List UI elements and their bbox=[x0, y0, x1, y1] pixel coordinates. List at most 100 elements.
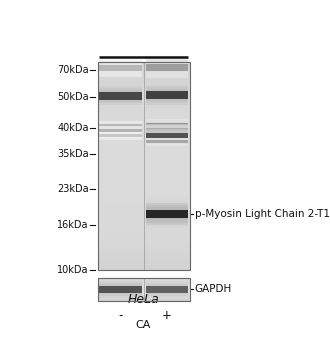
Bar bbox=[146, 125, 188, 134]
Bar bbox=[146, 64, 188, 71]
Bar bbox=[98, 163, 189, 164]
Bar bbox=[98, 257, 189, 258]
Bar bbox=[146, 210, 188, 218]
Bar bbox=[98, 269, 189, 270]
Bar bbox=[98, 138, 189, 139]
Bar bbox=[98, 194, 189, 195]
Bar bbox=[146, 218, 188, 223]
Bar bbox=[98, 207, 189, 208]
Bar bbox=[99, 134, 142, 137]
Bar bbox=[99, 85, 142, 92]
Bar bbox=[98, 177, 189, 178]
Bar bbox=[98, 205, 189, 206]
Bar bbox=[146, 132, 188, 134]
Bar bbox=[98, 295, 189, 296]
Bar bbox=[98, 224, 189, 225]
Bar bbox=[146, 118, 188, 130]
Bar bbox=[98, 77, 189, 78]
Bar bbox=[98, 279, 189, 280]
Bar bbox=[98, 258, 189, 259]
Bar bbox=[146, 126, 188, 127]
Bar bbox=[98, 189, 189, 190]
Bar bbox=[98, 191, 189, 192]
Bar bbox=[146, 131, 188, 133]
Bar bbox=[98, 221, 189, 222]
Bar bbox=[146, 205, 188, 210]
Bar bbox=[98, 131, 189, 132]
Bar bbox=[146, 79, 188, 110]
Bar bbox=[99, 132, 142, 134]
Bar bbox=[99, 120, 142, 131]
Bar bbox=[98, 206, 189, 207]
Bar bbox=[146, 131, 188, 139]
Bar bbox=[98, 104, 189, 105]
Bar bbox=[146, 56, 188, 78]
Bar bbox=[99, 131, 142, 141]
Bar bbox=[98, 127, 189, 128]
Bar bbox=[98, 218, 189, 219]
Bar bbox=[98, 75, 189, 76]
Bar bbox=[98, 284, 189, 285]
Bar bbox=[99, 100, 142, 101]
Bar bbox=[146, 132, 188, 135]
Bar bbox=[146, 60, 188, 64]
Bar bbox=[146, 140, 188, 143]
Bar bbox=[98, 216, 189, 217]
Bar bbox=[98, 247, 189, 248]
Text: HeLa: HeLa bbox=[128, 293, 159, 306]
Bar bbox=[98, 240, 189, 241]
Bar bbox=[99, 71, 142, 74]
Bar bbox=[98, 210, 189, 211]
Bar bbox=[98, 185, 189, 186]
Bar bbox=[146, 82, 188, 107]
Bar bbox=[146, 119, 188, 122]
Bar bbox=[98, 103, 189, 104]
Bar bbox=[98, 229, 189, 230]
Bar bbox=[98, 265, 189, 266]
Bar bbox=[98, 259, 189, 260]
Bar bbox=[146, 120, 188, 128]
Bar bbox=[98, 250, 189, 251]
Bar bbox=[146, 132, 188, 133]
Bar bbox=[98, 78, 189, 79]
Bar bbox=[99, 87, 142, 105]
Bar bbox=[98, 195, 189, 196]
Bar bbox=[99, 132, 142, 133]
Bar bbox=[99, 92, 142, 100]
Bar bbox=[146, 126, 188, 133]
Bar bbox=[99, 282, 142, 286]
Bar bbox=[98, 139, 189, 140]
Bar bbox=[98, 95, 189, 96]
Bar bbox=[98, 292, 189, 293]
Bar bbox=[98, 120, 189, 121]
Bar bbox=[99, 86, 142, 92]
Bar bbox=[146, 129, 188, 133]
Bar bbox=[98, 238, 189, 239]
Bar bbox=[98, 239, 189, 240]
Bar bbox=[98, 65, 189, 66]
Bar bbox=[98, 225, 189, 226]
Bar bbox=[98, 134, 189, 135]
Bar bbox=[98, 109, 189, 110]
Bar bbox=[146, 61, 188, 73]
Bar bbox=[99, 92, 142, 100]
Bar bbox=[99, 123, 142, 124]
Bar bbox=[98, 232, 189, 233]
Bar bbox=[98, 286, 189, 287]
Bar bbox=[146, 71, 188, 72]
Bar bbox=[146, 99, 188, 101]
Bar bbox=[146, 293, 188, 298]
Bar bbox=[98, 255, 189, 256]
Bar bbox=[146, 99, 188, 107]
Bar bbox=[98, 243, 189, 244]
Bar bbox=[146, 139, 188, 140]
Bar bbox=[98, 294, 189, 295]
Bar bbox=[146, 138, 188, 142]
Bar bbox=[98, 213, 189, 214]
Bar bbox=[98, 248, 189, 249]
Bar bbox=[99, 284, 142, 295]
Bar bbox=[99, 65, 142, 71]
Bar bbox=[99, 284, 142, 286]
Bar bbox=[146, 293, 188, 294]
Bar bbox=[98, 223, 189, 224]
